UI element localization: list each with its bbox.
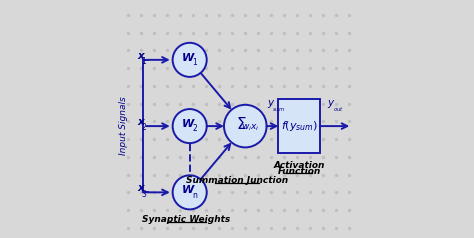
- Circle shape: [173, 109, 207, 143]
- Text: $\Sigma$: $\Sigma$: [237, 116, 247, 132]
- FancyBboxPatch shape: [278, 99, 320, 153]
- Text: 2: 2: [142, 124, 146, 133]
- Circle shape: [173, 43, 207, 77]
- Circle shape: [173, 175, 207, 209]
- Text: Summation Junction: Summation Junction: [186, 176, 288, 185]
- Text: 2: 2: [192, 124, 197, 134]
- Circle shape: [224, 105, 266, 147]
- Text: Synaptic Weights: Synaptic Weights: [142, 215, 230, 224]
- Text: Input Signals: Input Signals: [119, 97, 128, 155]
- Text: 3: 3: [142, 190, 146, 199]
- Text: x: x: [137, 51, 144, 61]
- Text: x: x: [137, 117, 144, 127]
- Text: 1: 1: [142, 57, 146, 66]
- Text: x: x: [137, 183, 144, 193]
- Text: $_{out}$: $_{out}$: [333, 105, 344, 114]
- Text: W: W: [182, 53, 194, 63]
- Text: $y$: $y$: [328, 98, 336, 109]
- Text: $_{sum}$: $_{sum}$: [272, 105, 285, 114]
- Text: Activation: Activation: [273, 161, 325, 170]
- Text: W: W: [182, 119, 194, 129]
- Text: $w_i x_i$: $w_i x_i$: [241, 123, 260, 133]
- Text: W: W: [182, 185, 194, 195]
- Text: Function: Function: [277, 167, 320, 176]
- Text: 1: 1: [192, 58, 197, 67]
- Text: $f(y_{sum})$: $f(y_{sum})$: [281, 119, 318, 133]
- Text: n: n: [192, 191, 197, 200]
- Text: $y$: $y$: [266, 98, 275, 109]
